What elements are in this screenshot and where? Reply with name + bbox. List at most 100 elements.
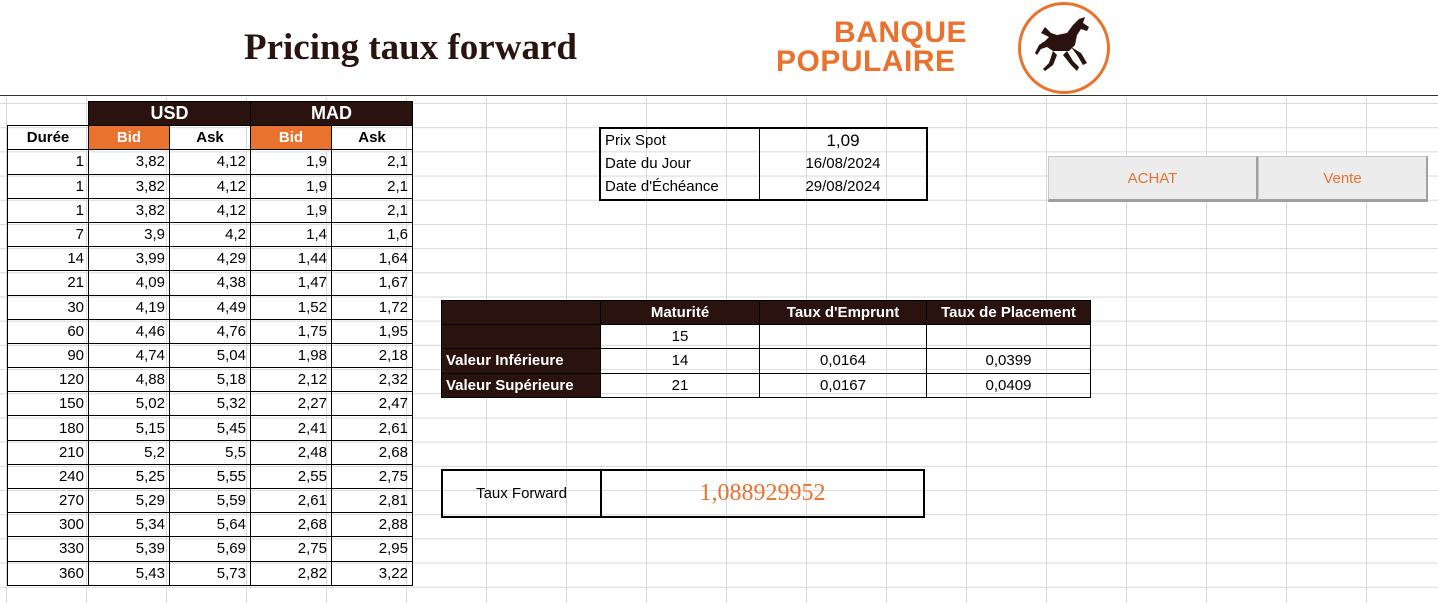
mad-bid-cell[interactable]: 1,9	[250, 149, 332, 175]
usd-ask-cell[interactable]: 5,69	[169, 536, 251, 562]
usd-bid-cell[interactable]: 4,74	[88, 342, 170, 369]
duration-cell[interactable]: 21	[7, 270, 89, 296]
mad-ask-cell[interactable]: 2,1	[331, 149, 413, 175]
mad-bid-cell[interactable]: 1,75	[250, 318, 332, 344]
usd-ask-cell[interactable]: 4,76	[169, 318, 251, 344]
usd-bid-cell[interactable]: 5,25	[88, 463, 170, 490]
usd-ask-cell[interactable]: 5,32	[169, 391, 251, 417]
usd-bid-cell[interactable]: 3,82	[88, 197, 170, 223]
mad-ask-cell[interactable]: 2,32	[331, 367, 413, 393]
usd-ask-cell[interactable]: 5,04	[169, 342, 251, 369]
mad-bid-cell[interactable]: 2,61	[250, 487, 332, 514]
mad-bid-cell[interactable]: 1,47	[250, 270, 332, 296]
usd-ask-cell[interactable]: 4,49	[169, 294, 251, 320]
duration-cell[interactable]: 1	[7, 149, 89, 175]
duration-cell[interactable]: 30	[7, 294, 89, 320]
usd-ask-cell[interactable]: 5,64	[169, 512, 251, 538]
usd-ask-cell[interactable]: 4,2	[169, 221, 251, 248]
duration-cell[interactable]: 240	[7, 463, 89, 490]
usd-ask-cell[interactable]: 5,73	[169, 560, 251, 586]
usd-ask-cell[interactable]: 4,12	[169, 173, 251, 199]
mad-bid-cell[interactable]: 1,44	[250, 246, 332, 272]
usd-bid-cell[interactable]: 3,82	[88, 173, 170, 199]
mad-bid-cell[interactable]: 2,41	[250, 415, 332, 441]
duration-cell[interactable]: 1	[7, 173, 89, 199]
mad-ask-cell[interactable]: 1,72	[331, 294, 413, 320]
usd-ask-cell[interactable]: 5,55	[169, 463, 251, 490]
usd-ask-cell[interactable]: 5,18	[169, 367, 251, 393]
mad-ask-cell[interactable]: 2,47	[331, 391, 413, 417]
mad-bid-cell[interactable]: 2,55	[250, 463, 332, 490]
usd-bid-cell[interactable]: 4,19	[88, 294, 170, 320]
mad-ask-cell[interactable]: 2,95	[331, 536, 413, 562]
duration-cell[interactable]: 210	[7, 439, 89, 465]
usd-bid-cell[interactable]: 4,09	[88, 270, 170, 296]
duration-cell[interactable]: 180	[7, 415, 89, 441]
mad-ask-cell[interactable]: 1,95	[331, 318, 413, 344]
mad-ask-cell[interactable]: 2,88	[331, 512, 413, 538]
usd-ask-cell[interactable]: 4,29	[169, 246, 251, 272]
usd-ask-cell[interactable]: 4,12	[169, 197, 251, 223]
duration-cell[interactable]: 60	[7, 318, 89, 344]
usd-ask-cell[interactable]: 5,5	[169, 439, 251, 465]
duration-cell[interactable]: 360	[7, 560, 89, 586]
upper-emprunt[interactable]: 0,0167	[759, 372, 927, 398]
mad-ask-cell[interactable]: 2,18	[331, 342, 413, 369]
achat-button[interactable]: ACHAT	[1048, 156, 1258, 202]
upper-maturity[interactable]: 21	[600, 372, 760, 398]
mad-ask-cell[interactable]: 2,75	[331, 463, 413, 490]
usd-bid-cell[interactable]: 3,82	[88, 149, 170, 175]
mad-bid-cell[interactable]: 2,68	[250, 512, 332, 538]
usd-bid-cell[interactable]: 4,46	[88, 318, 170, 344]
lower-maturity[interactable]: 14	[600, 348, 760, 374]
mad-bid-cell[interactable]: 2,75	[250, 536, 332, 562]
usd-ask-cell[interactable]: 4,12	[169, 149, 251, 175]
mad-bid-cell[interactable]: 1,9	[250, 197, 332, 223]
mad-ask-cell[interactable]: 1,64	[331, 246, 413, 272]
mad-ask-cell[interactable]: 2,1	[331, 197, 413, 223]
usd-bid-cell[interactable]: 3,99	[88, 246, 170, 272]
today-date-value[interactable]: 16/08/2024	[759, 152, 928, 176]
mad-bid-cell[interactable]: 1,52	[250, 294, 332, 320]
usd-bid-cell[interactable]: 5,2	[88, 439, 170, 465]
usd-bid-cell[interactable]: 5,34	[88, 512, 170, 538]
current-emprunt[interactable]	[759, 324, 927, 350]
duration-cell[interactable]: 90	[7, 342, 89, 369]
duration-cell[interactable]: 150	[7, 391, 89, 417]
current-maturity[interactable]: 15	[600, 324, 760, 350]
duration-cell[interactable]: 270	[7, 487, 89, 514]
usd-bid-cell[interactable]: 5,02	[88, 391, 170, 417]
usd-ask-cell[interactable]: 5,45	[169, 415, 251, 441]
usd-bid-cell[interactable]: 5,29	[88, 487, 170, 514]
mad-bid-cell[interactable]: 1,9	[250, 173, 332, 199]
usd-bid-cell[interactable]: 5,43	[88, 560, 170, 586]
mad-bid-cell[interactable]: 2,27	[250, 391, 332, 417]
mad-bid-cell[interactable]: 2,48	[250, 439, 332, 465]
duration-cell[interactable]: 330	[7, 536, 89, 562]
usd-ask-cell[interactable]: 4,38	[169, 270, 251, 296]
duration-cell[interactable]: 300	[7, 512, 89, 538]
upper-placement[interactable]: 0,0409	[926, 372, 1091, 398]
mad-bid-cell[interactable]: 1,4	[250, 221, 332, 248]
duration-cell[interactable]: 14	[7, 246, 89, 272]
mad-ask-cell[interactable]: 2,68	[331, 439, 413, 465]
duration-cell[interactable]: 7	[7, 221, 89, 248]
lower-placement[interactable]: 0,0399	[926, 348, 1091, 374]
mad-ask-cell[interactable]: 1,67	[331, 270, 413, 296]
maturity-date-value[interactable]: 29/08/2024	[759, 175, 928, 201]
usd-bid-cell[interactable]: 5,39	[88, 536, 170, 562]
mad-bid-cell[interactable]: 2,82	[250, 560, 332, 586]
mad-ask-cell[interactable]: 2,61	[331, 415, 413, 441]
spot-value[interactable]: 1,09	[759, 126, 928, 153]
usd-ask-cell[interactable]: 5,59	[169, 487, 251, 514]
mad-bid-cell[interactable]: 1,98	[250, 342, 332, 369]
duration-cell[interactable]: 120	[7, 367, 89, 393]
forward-rate-value[interactable]: 1,088929952	[699, 480, 826, 506]
mad-ask-cell[interactable]: 2,1	[331, 173, 413, 199]
mad-ask-cell[interactable]: 2,81	[331, 487, 413, 514]
mad-ask-cell[interactable]: 1,6	[331, 221, 413, 248]
lower-emprunt[interactable]: 0,0164	[759, 348, 927, 374]
mad-bid-cell[interactable]: 2,12	[250, 367, 332, 393]
duration-cell[interactable]: 1	[7, 197, 89, 223]
mad-ask-cell[interactable]: 3,22	[331, 560, 413, 586]
